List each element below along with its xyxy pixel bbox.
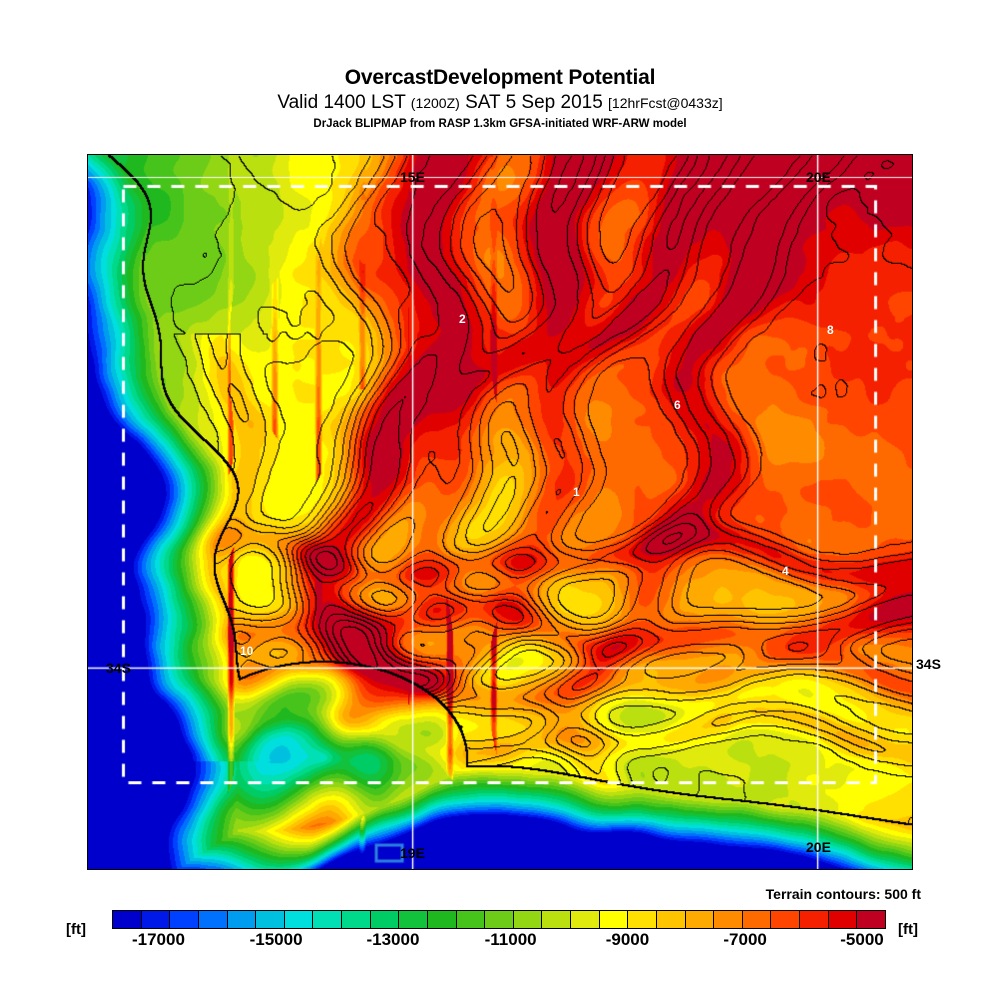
colorbar-segment (256, 911, 285, 928)
colorbar-segment (399, 911, 428, 928)
colorbar-segment (685, 911, 715, 928)
map-raster-layer (88, 155, 912, 869)
colorbar-tick: -5000 (840, 930, 884, 949)
colorbar-segment (313, 911, 342, 928)
colorbar-legend: [ft] [ft] -17000 -15000 -13000 -11000 -9000-… (0, 905, 1000, 965)
forecast-run-tag: [12hrFcst@0433z] (608, 95, 723, 111)
colorbar-segment (599, 911, 629, 928)
colorbar-segment (542, 911, 571, 928)
title-block: OvercastDevelopment Potential Valid 1400… (0, 0, 1000, 132)
colorbar-segment (227, 911, 257, 928)
colorbar-tick: -15000 (249, 930, 303, 949)
terrain-contour-note: Terrain contours: 500 ft (765, 886, 921, 902)
colorbar-segment (828, 911, 858, 928)
colorbar-segment (857, 911, 885, 928)
colorbar-segment (513, 911, 543, 928)
colorbar-segment (427, 911, 457, 928)
colorbar-segment (571, 911, 600, 928)
colorbar-segment (113, 911, 142, 928)
colorbar-segment (742, 911, 772, 928)
colorbar-segment (628, 911, 657, 928)
colorbar-segment (485, 911, 514, 928)
valid-time-zulu: (1200Z) (410, 95, 460, 111)
colorbar-tick: -17000 (131, 930, 185, 949)
colorbar-segment (342, 911, 371, 928)
colorbar-segment (656, 911, 686, 928)
colorbar-tick: -13000 (366, 930, 420, 949)
colorbar-segment (141, 911, 171, 928)
colorbar-tick-labels: -17000 -15000 -13000 -11000 -9000 -7000 -5000 (112, 930, 886, 956)
valid-time-text: Valid 1400 LST (277, 92, 411, 113)
colorbar-tick: -11000 (484, 930, 537, 949)
colorbar-segment (771, 911, 800, 928)
colorbar-unit-right: [ft] (898, 921, 918, 938)
colorbar-tick: -9000 (605, 930, 650, 949)
colorbar-gradient (112, 910, 886, 929)
colorbar-segment (370, 911, 400, 928)
forecast-validity-line: Valid 1400 LST (1200Z) SAT 5 Sep 2015 [1… (0, 91, 1000, 115)
colorbar-segment (800, 911, 829, 928)
colorbar-segment (456, 911, 486, 928)
colorbar-segment (284, 911, 314, 928)
colorbar-tick: -7000 (723, 930, 767, 949)
model-source-line: DrJack BLIPMAP from RASP 1.3km GFSA-init… (313, 118, 687, 130)
map-latitude-label: 34S (916, 656, 941, 672)
valid-date-text: SAT 5 Sep 2015 (459, 92, 609, 113)
colorbar-segment (198, 911, 228, 928)
colorbar-segment (170, 911, 199, 928)
colorbar-unit-left: [ft] (66, 921, 86, 938)
page-title: OvercastDevelopment Potential (344, 66, 656, 89)
colorbar-segment (714, 911, 743, 928)
map-latitude-label: 34S (106, 660, 131, 676)
forecast-map[interactable]: 15E 20E 19E 20E 2 8 6 1 4 10 (87, 154, 913, 870)
